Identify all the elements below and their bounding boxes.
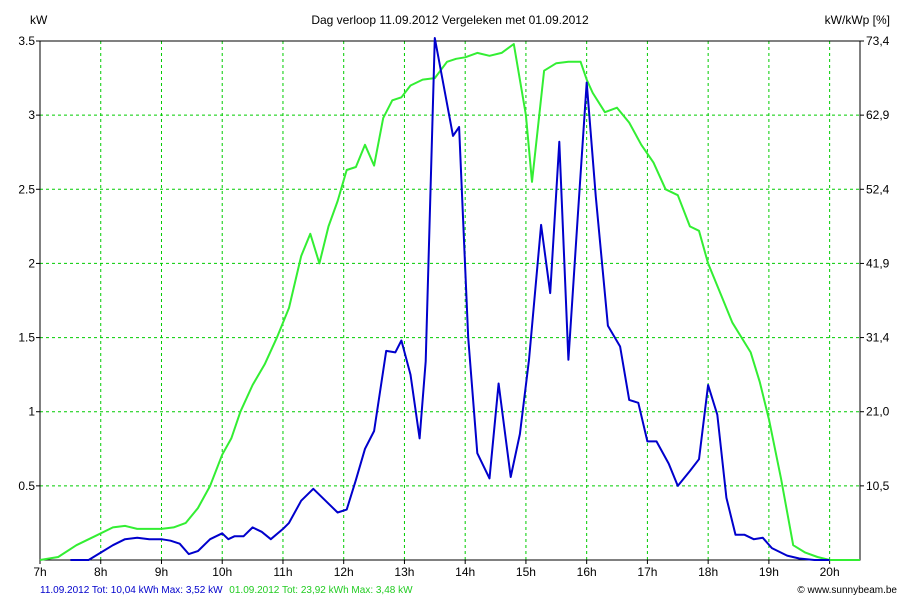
series-lines bbox=[39, 37, 860, 561]
x-tick-label: 13h bbox=[394, 565, 414, 579]
y2-tick-label: 31,4 bbox=[866, 331, 890, 345]
y-tick-label: 2.5 bbox=[18, 182, 35, 196]
y-tick-label: 2 bbox=[28, 256, 35, 270]
y2-tick-label: 73,4 bbox=[866, 34, 890, 48]
x-tick-label: 12h bbox=[334, 565, 354, 579]
footer-legend: 11.09.2012 Tot: 10,04 kWh Max: 3,52 kW 0… bbox=[40, 585, 413, 596]
y-tick-label: 3.5 bbox=[18, 34, 35, 48]
y-tick-label: 1 bbox=[28, 405, 35, 419]
x-tick-label: 15h bbox=[516, 565, 536, 579]
x-tick-label: 11h bbox=[273, 565, 292, 579]
x-tick-label: 10h bbox=[212, 565, 232, 579]
y2-tick-label: 52,4 bbox=[866, 182, 890, 196]
series-line-01-09-2012 bbox=[39, 43, 860, 561]
x-axis-ticks: 7h 8h 9h 10h 11h 12h 13h 14h 15h 16h 17h 18h 19h 20h bbox=[33, 560, 840, 579]
y-axis-left-ticks: 0.5 1 1.5 2 2.5 3 3.5 bbox=[18, 34, 40, 493]
x-tick-label: 18h bbox=[698, 565, 718, 579]
y2-tick-label: 10,5 bbox=[866, 479, 890, 493]
x-tick-label: 19h bbox=[759, 565, 779, 579]
x-tick-label: 14h bbox=[455, 565, 475, 579]
x-tick-label: 9h bbox=[155, 565, 168, 579]
x-tick-label: 17h bbox=[637, 565, 657, 579]
y-tick-label: 0.5 bbox=[18, 479, 35, 493]
y2-tick-label: 41,9 bbox=[866, 256, 890, 270]
x-tick-label: 7h bbox=[33, 565, 46, 579]
series-line-11-09-2012 bbox=[70, 37, 830, 561]
chart-title: Dag verloop 11.09.2012 Vergeleken met 01… bbox=[311, 13, 589, 27]
footer-credit: © www.sunnybeam.be bbox=[797, 585, 897, 596]
y2-tick-label: 21,0 bbox=[866, 405, 890, 419]
y-axis-left-label: kW bbox=[30, 13, 48, 27]
x-tick-label: 16h bbox=[577, 565, 597, 579]
y-axis-right-ticks: 10,5 21,0 31,4 41,9 52,4 62,9 73,4 bbox=[860, 34, 890, 493]
legend-green-summary: 01.09.2012 Tot: 23,92 kWh Max: 3,48 kW bbox=[229, 585, 413, 596]
x-tick-label: 8h bbox=[94, 565, 107, 579]
y-tick-label: 1.5 bbox=[18, 331, 35, 345]
y2-tick-label: 62,9 bbox=[866, 108, 890, 122]
y-tick-label: 3 bbox=[28, 108, 35, 122]
x-tick-label: 20h bbox=[820, 565, 840, 579]
legend-blue-summary: 11.09.2012 Tot: 10,04 kWh Max: 3,52 kW bbox=[40, 585, 223, 596]
plot-area-frame bbox=[39, 40, 861, 561]
y-axis-right-label: kW/kWp [%] bbox=[825, 13, 890, 27]
